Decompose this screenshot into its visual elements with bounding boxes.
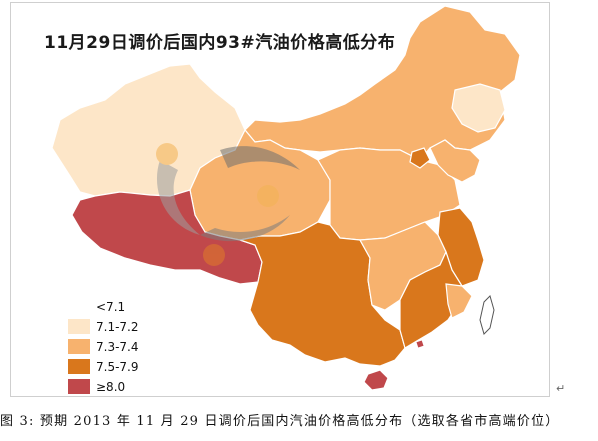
legend-item: <7.1 [68,298,139,315]
legend-swatch [68,339,90,354]
legend-swatch [68,359,90,374]
region-jilin [451,83,506,133]
legend-label: <7.1 [96,299,126,314]
legend-swatch [68,319,90,334]
legend-swatch [68,379,90,394]
region-southwest [237,221,406,367]
legend-item: 7.3-7.4 [68,338,139,355]
legend-item: 7.1-7.2 [68,318,139,335]
region-taiwan [479,295,495,335]
legend-swatch [68,299,90,314]
legend-label: 7.1-7.2 [96,319,139,334]
region-beijing-tianjin [409,147,431,169]
map-title: 11月29日调价后国内93#汽油价格高低分布 [44,33,396,53]
region-hainan [363,369,389,391]
legend-label: 7.3-7.4 [96,339,139,354]
figure-caption: 图 3: 预期 2013 年 11 月 29 日调价后国内汽油价格高低分布（选取… [0,414,560,429]
watermark-logo [156,143,300,266]
legend-item: ≥8.0 [68,378,139,395]
legend-item: 7.5-7.9 [68,358,139,375]
legend: <7.1 7.1-7.2 7.3-7.4 7.5-7.9 ≥8.0 [68,298,139,398]
legend-label: ≥8.0 [96,379,126,394]
region-fujian [445,283,473,319]
legend-label: 7.5-7.9 [96,359,139,374]
region-liaoning-shandong [429,139,481,183]
paragraph-mark: ↵ [556,382,566,395]
region-hongkong-macau [415,339,425,349]
